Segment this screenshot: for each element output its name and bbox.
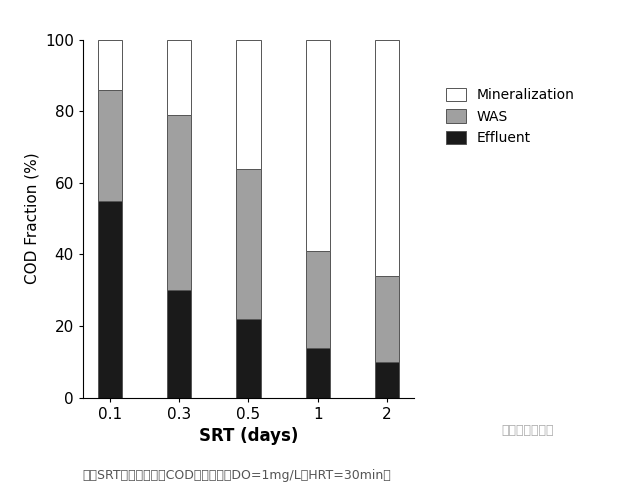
Bar — [375, 362, 399, 398]
Bar — [167, 115, 191, 290]
X-axis label: SRT (days): SRT (days) — [199, 427, 298, 445]
Bar — [306, 40, 330, 251]
Bar — [98, 90, 122, 201]
Bar — [98, 201, 122, 398]
Bar — [167, 40, 191, 115]
Text: 不同SRT条件下，进水COD形态转化（DO=1mg/L，HRT=30min）: 不同SRT条件下，进水COD形态转化（DO=1mg/L，HRT=30min） — [83, 469, 392, 482]
Bar — [98, 40, 122, 90]
Bar — [306, 347, 330, 398]
Bar — [375, 276, 399, 362]
Bar — [236, 319, 261, 398]
Legend: Mineralization, WAS, Effluent: Mineralization, WAS, Effluent — [441, 83, 580, 151]
Bar — [236, 168, 261, 319]
Bar — [306, 251, 330, 347]
Text: 水业碳中和资讯: 水业碳中和资讯 — [502, 424, 554, 437]
Y-axis label: COD Fraction (%): COD Fraction (%) — [24, 153, 39, 284]
Bar — [236, 40, 261, 168]
Bar — [167, 290, 191, 398]
Bar — [375, 40, 399, 276]
